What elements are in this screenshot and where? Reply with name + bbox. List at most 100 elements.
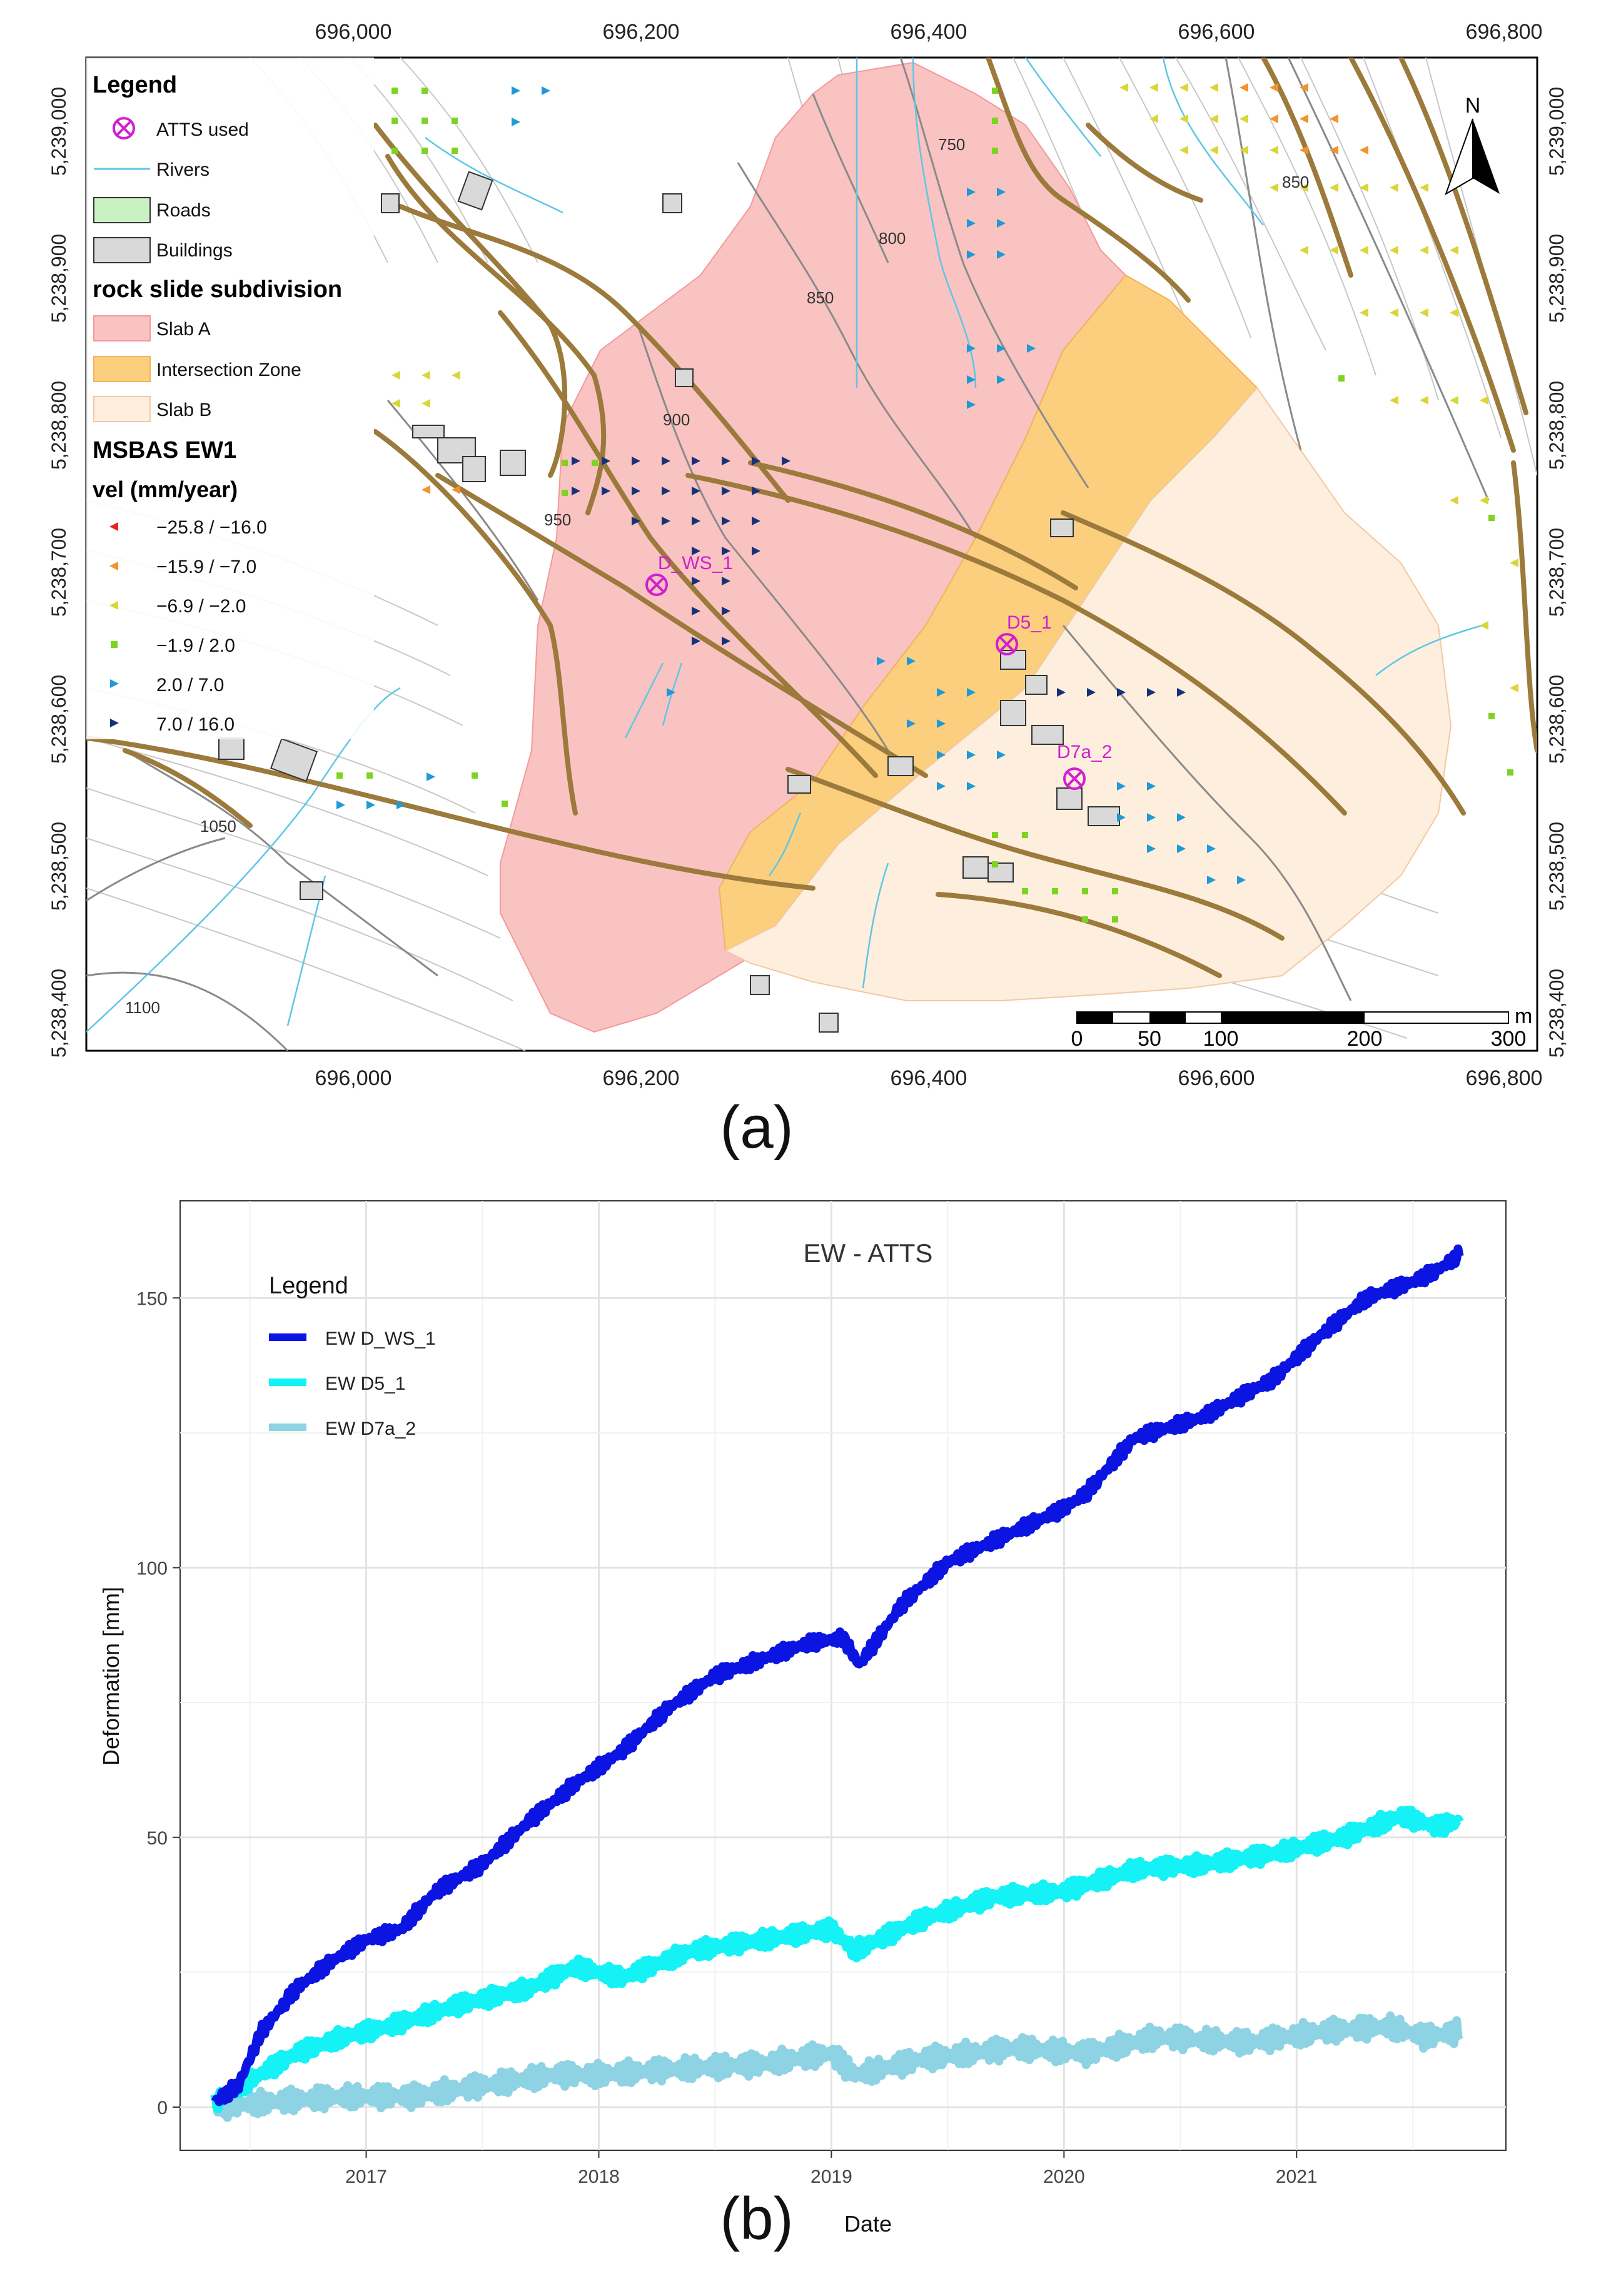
map-x-ticks-top: 696,000 696,200 696,400 696,600 696,800 xyxy=(315,20,1543,44)
y-tick: 5,238,500 xyxy=(1545,822,1568,911)
legend-title: Legend xyxy=(93,72,177,98)
legend-subdivision-title: rock slide subdivision xyxy=(93,276,342,303)
y-tick-label: 50 xyxy=(147,1828,168,1849)
legend-velocity-title: MSBAS EW1 xyxy=(93,437,236,463)
velocity-class-label: 2.0 / 7.0 xyxy=(156,675,224,695)
chart-x-label: Date xyxy=(844,2211,892,2237)
velocity-class-label: −15.9 / −7.0 xyxy=(156,557,256,577)
x-tick-label: 2017 xyxy=(345,2167,387,2187)
chart-y-label: Deformation [mm] xyxy=(98,1587,124,1766)
atts-marker-d-ws-1[interactable]: D_WS_1 xyxy=(645,553,733,596)
contour-label: 800 xyxy=(879,229,906,248)
legend-roads: Roads xyxy=(93,197,211,223)
contour-labels: 750 800 850 850 900 950 1050 1100 xyxy=(125,135,1309,1017)
intersection-swatch xyxy=(93,356,151,382)
y-tick-label: 100 xyxy=(136,1559,168,1579)
y-tick: 5,238,600 xyxy=(1545,675,1568,764)
vel-strong-positive-markers xyxy=(572,457,1186,697)
chart-title: EW - ATTS xyxy=(804,1238,933,1268)
x-tick: 696,600 xyxy=(1178,1066,1255,1090)
atts-label: D7a_2 xyxy=(1057,742,1112,762)
scale-unit: m xyxy=(1515,1004,1532,1028)
road-symbol-icon xyxy=(93,197,151,223)
panel-label-b: (b) xyxy=(720,2185,793,2252)
scale-label: 200 xyxy=(1347,1027,1383,1051)
map-y-ticks-left: 5,239,000 5,238,900 5,238,800 5,238,700 … xyxy=(48,87,70,1058)
north-arrow: N xyxy=(1445,94,1500,196)
y-tick: 5,238,600 xyxy=(48,675,70,764)
velocity-class-label: −1.9 / 2.0 xyxy=(156,635,235,656)
chart-x-ticks: 2017 2018 2019 2020 2021 xyxy=(345,2150,1318,2187)
x-tick: 696,400 xyxy=(891,1066,967,1090)
atts-label: D5_1 xyxy=(1007,612,1052,633)
vel-class-4-icon xyxy=(110,679,119,688)
contour-label: 850 xyxy=(1282,173,1309,191)
x-tick: 696,800 xyxy=(1466,20,1543,44)
legend-item-label: Roads xyxy=(156,200,211,221)
series-line-0 xyxy=(211,1244,1464,2106)
buildings xyxy=(218,171,1120,1033)
atts-label: D_WS_1 xyxy=(658,553,733,574)
x-tick: 696,000 xyxy=(315,20,392,44)
contour-label: 850 xyxy=(807,288,834,307)
north-label: N xyxy=(1465,94,1481,118)
building-symbol-icon xyxy=(93,237,151,263)
contour-label: 1050 xyxy=(200,817,236,836)
panel-label-a: (a) xyxy=(720,1094,793,1161)
y-tick: 5,239,000 xyxy=(1545,87,1568,176)
vel-slight-negative-markers xyxy=(391,83,1518,692)
chart-legend-label: EW D7a_2 xyxy=(325,1419,416,1439)
legend-velocity-unit: vel (mm/year) xyxy=(93,477,238,502)
y-tick: 5,238,800 xyxy=(48,381,70,470)
y-tick-label: 0 xyxy=(157,2098,168,2118)
slab-b-swatch xyxy=(93,396,151,422)
atts-marker-d5-1[interactable]: D5_1 xyxy=(996,612,1052,655)
x-tick: 696,200 xyxy=(603,1066,680,1090)
slab-a-swatch xyxy=(93,315,151,341)
scale-bar: 0 50 100 200 300 m xyxy=(1071,1004,1533,1051)
x-tick-label: 2018 xyxy=(578,2167,620,2187)
y-tick: 5,238,400 xyxy=(48,969,70,1058)
y-tick: 5,238,900 xyxy=(1545,234,1568,323)
chart-legend-label: EW D5_1 xyxy=(325,1373,405,1394)
legend-item-label: Buildings xyxy=(156,240,233,261)
y-tick: 5,238,700 xyxy=(48,528,70,617)
scale-label: 100 xyxy=(1203,1027,1239,1051)
scale-label: 50 xyxy=(1138,1027,1161,1051)
x-tick: 696,200 xyxy=(603,20,680,44)
x-tick: 696,800 xyxy=(1466,1066,1543,1090)
legend-item-label: Rivers xyxy=(156,159,210,180)
x-tick: 696,000 xyxy=(315,1066,392,1090)
atts-marker-d7a-2[interactable]: D7a_2 xyxy=(1057,742,1112,790)
legend-item-label: Intersection Zone xyxy=(156,360,301,380)
y-tick: 5,239,000 xyxy=(48,87,70,176)
legend-item-label: Slab A xyxy=(156,319,211,340)
velocity-class-label: −25.8 / −16.0 xyxy=(156,517,267,538)
vel-stable-markers xyxy=(336,88,1513,923)
vel-class-2-icon xyxy=(109,601,118,610)
contour-label: 1100 xyxy=(125,998,160,1017)
vel-negative-markers xyxy=(422,83,1368,494)
vel-class-0-icon xyxy=(109,522,118,531)
map-legend: Legend ATTS used Rivers Roads Buildings xyxy=(86,58,374,739)
legend-rivers: Rivers xyxy=(94,159,210,180)
map-y-ticks-right: 5,239,000 5,238,900 5,238,800 5,238,700 … xyxy=(1545,87,1568,1058)
series-line-2 xyxy=(211,2011,1463,2122)
vel-positive-markers xyxy=(336,86,1246,884)
map-x-ticks-bottom: 696,000 696,200 696,400 696,600 696,800 xyxy=(315,1066,1543,1090)
legend-buildings: Buildings xyxy=(93,237,233,263)
x-tick: 696,600 xyxy=(1178,20,1255,44)
velocity-markers xyxy=(336,83,1518,923)
x-tick-label: 2019 xyxy=(811,2167,852,2187)
x-tick: 696,400 xyxy=(891,20,967,44)
y-tick: 5,238,500 xyxy=(48,822,70,911)
contour-label: 750 xyxy=(938,135,965,154)
y-tick: 5,238,800 xyxy=(1545,381,1568,470)
chart-legend: Legend EW D_WS_1 EW D5_1 EW D7a_2 xyxy=(269,1273,436,1439)
y-tick: 5,238,400 xyxy=(1545,969,1568,1058)
velocity-class-label: −6.9 / −2.0 xyxy=(156,596,246,617)
velocity-class-label: 7.0 / 16.0 xyxy=(156,714,235,735)
map-panel: 750 800 850 850 900 950 1050 1100 D_WS_1 xyxy=(48,20,1568,1161)
legend-item-label: ATTS used xyxy=(156,119,249,140)
